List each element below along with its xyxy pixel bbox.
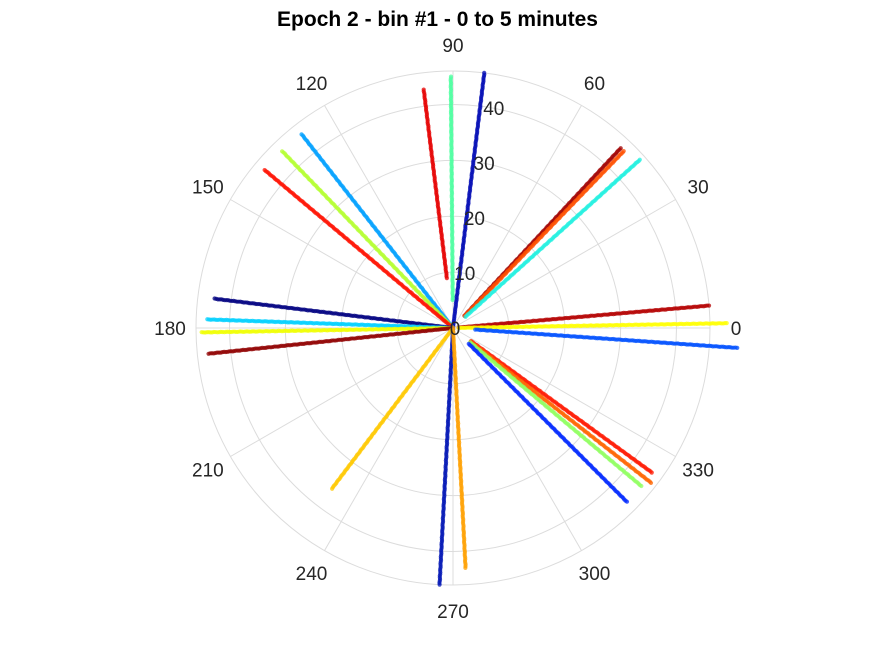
angle-tick-label: 30 (688, 178, 709, 199)
series-12 (206, 325, 456, 356)
angle-grid-spoke (230, 199, 454, 329)
data-point (421, 87, 426, 92)
angle-tick-label: 0 (731, 319, 742, 340)
series-21 (468, 340, 644, 489)
data-point (648, 480, 654, 486)
series-20 (468, 339, 654, 486)
angle-tick-label: 330 (682, 461, 714, 482)
data-point (637, 157, 642, 162)
data-point (463, 565, 468, 571)
angle-tick-label: 150 (192, 178, 224, 199)
data-point (212, 296, 217, 301)
axis-labels: 0 30 60 90 120 150 180 210 240 270 300 330 0 10 20 30 40 (154, 36, 741, 623)
series-14 (437, 325, 456, 587)
data-point (482, 70, 487, 75)
angle-tick-label: 210 (192, 461, 224, 482)
angle-grid-spoke (324, 327, 454, 551)
series-13 (330, 325, 456, 491)
chart-title: Epoch 2 - bin #1 - 0 to 5 minutes (277, 8, 598, 31)
series-15 (450, 325, 468, 571)
series-8 (262, 167, 456, 331)
data-series-layer (199, 70, 740, 587)
angle-tick-label: 60 (584, 74, 605, 95)
data-point (330, 486, 335, 491)
data-point (279, 149, 285, 154)
angle-grid-spoke (452, 199, 676, 329)
data-point (448, 74, 454, 79)
angle-grid-spoke (230, 327, 454, 457)
angle-grid-spoke (324, 105, 454, 329)
angle-grid-spoke (452, 327, 582, 551)
series-2 (450, 70, 487, 331)
series-18 (473, 327, 740, 350)
data-point (205, 317, 210, 322)
r-tick-label: 40 (483, 99, 504, 120)
series-19 (469, 338, 654, 475)
data-point (299, 132, 304, 137)
series-9 (212, 296, 456, 331)
series-7 (279, 149, 456, 331)
angle-tick-label: 180 (154, 319, 186, 340)
series-22 (466, 341, 630, 504)
r-tick-label: 20 (464, 209, 485, 230)
data-point (724, 321, 729, 326)
data-point (639, 483, 644, 489)
data-point (735, 345, 740, 350)
angle-grid-spoke (452, 105, 582, 329)
data-point (206, 351, 211, 356)
data-point (199, 330, 204, 335)
series-1 (448, 74, 456, 303)
data-point (437, 582, 442, 587)
data-point (621, 148, 626, 154)
series-4 (462, 148, 626, 319)
r-tick-label: 0 (450, 319, 461, 340)
data-point (262, 167, 267, 173)
r-tick-label: 30 (474, 154, 495, 175)
angle-tick-label: 90 (442, 36, 463, 57)
series-0 (421, 87, 449, 281)
angle-tick-label: 240 (296, 564, 328, 585)
data-point (649, 470, 654, 475)
angle-tick-label: 120 (296, 74, 328, 95)
angle-tick-label: 300 (579, 564, 611, 585)
data-point (618, 146, 623, 151)
data-point (624, 499, 630, 504)
data-point (706, 303, 712, 308)
angle-tick-label: 270 (437, 602, 469, 623)
angle-grid-spoke (452, 327, 676, 457)
series-5 (463, 157, 642, 319)
r-tick-label: 10 (454, 264, 475, 285)
